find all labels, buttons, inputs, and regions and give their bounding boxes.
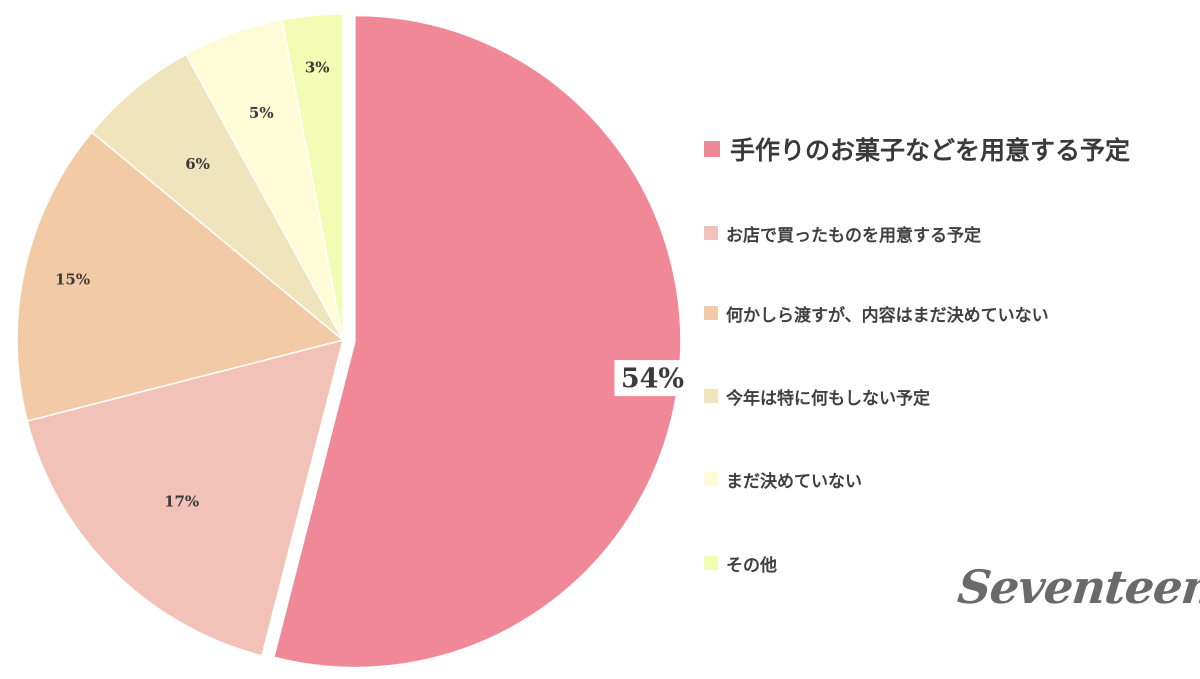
pie-chart: 54% 17% 15% 6% 5% 3%: [16, 13, 691, 668]
pie-slice-store-bought: [26, 338, 345, 657]
legend-label: その他: [726, 555, 777, 576]
data-label-handmade: 54%: [621, 364, 684, 395]
legend-item-undecided-content: 何かしら渡すが、内容はまだ決めていない: [704, 298, 1049, 328]
legend-item-store-bought: お店で買ったものを用意する予定: [704, 218, 981, 248]
legend-item-handmade: 手作りのお菓子などを用意する予定: [704, 128, 1130, 170]
legend-label: まだ決めていない: [726, 471, 862, 492]
data-label-nothing: 6%: [185, 155, 210, 173]
pie-slice-nothing: [90, 53, 344, 341]
legend-swatch: [704, 389, 718, 403]
legend-label: お店で買ったものを用意する予定: [726, 225, 981, 246]
seventeen-logo: Seventeen: [955, 560, 1200, 614]
data-label-background: [614, 360, 691, 397]
data-label-undecided: 5%: [249, 104, 274, 122]
legend-label: 今年は特に何もしない予定: [726, 388, 930, 409]
data-label-store-bought: 17%: [164, 492, 199, 510]
legend-swatch: [704, 226, 718, 240]
legend-label: 手作りのお菓子などを用意する予定: [730, 136, 1131, 165]
legend-item-nothing: 今年は特に何もしない予定: [704, 381, 930, 411]
pie-slice-undecided-content: [16, 131, 345, 422]
legend-swatch: [704, 556, 718, 570]
legend-item-other: その他: [704, 548, 777, 578]
legend-swatch: [704, 141, 720, 157]
legend-swatch: [704, 472, 718, 486]
legend-item-undecided: まだ決めていない: [704, 464, 862, 494]
legend-label: 何かしら渡すが、内容はまだ決めていない: [726, 305, 1049, 326]
legend-swatch: [704, 306, 718, 320]
data-label-other: 3%: [305, 58, 330, 76]
data-label-undecided-content: 15%: [55, 271, 90, 289]
pie-slice-other: [281, 13, 344, 341]
